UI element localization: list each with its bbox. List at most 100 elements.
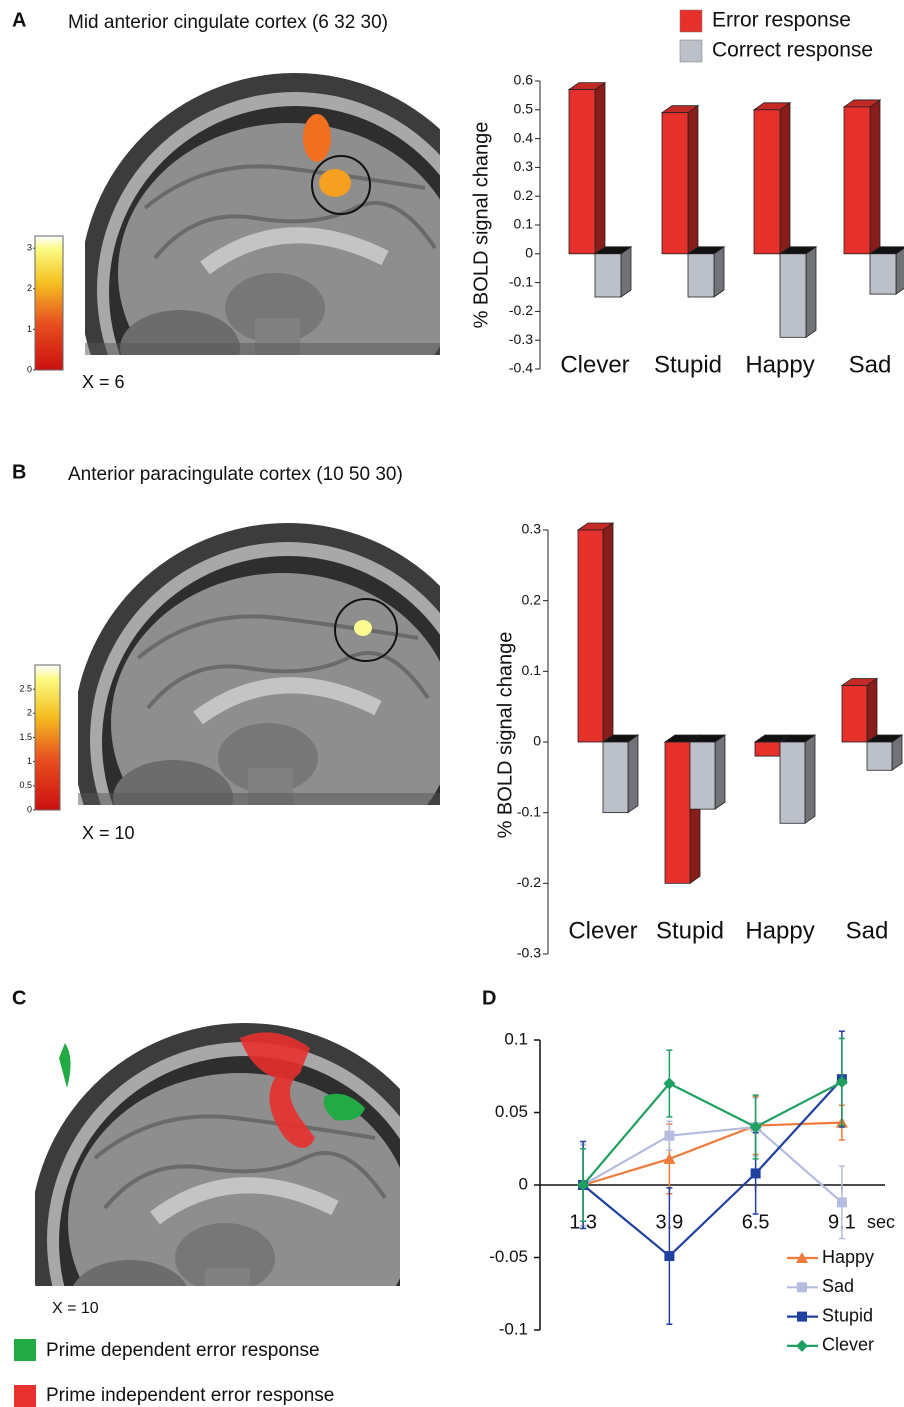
bar-side <box>805 735 815 823</box>
bar-side <box>621 247 631 297</box>
bar <box>754 110 780 254</box>
legend-label: Happy <box>822 1247 874 1267</box>
x-tick-label: Clever <box>560 351 629 378</box>
y-tick-label: 0.2 <box>514 187 534 203</box>
bar-side <box>896 247 904 294</box>
legend-swatch <box>14 1385 36 1407</box>
figure: A Mid anterior cingulate cortex (6 32 30… <box>0 0 904 1407</box>
bar <box>569 90 595 254</box>
colorbar-tick-label: 0 <box>27 364 32 374</box>
colorbar-tick-label: 1.5 <box>19 732 32 742</box>
bar <box>842 685 867 742</box>
colorbar-tick-label: 1 <box>27 756 32 766</box>
legend-swatch <box>680 10 702 32</box>
y-tick-label: 0.3 <box>514 158 534 174</box>
legend-label: Stupid <box>822 1305 873 1325</box>
activation <box>319 169 351 197</box>
slice-label: X = 10 <box>82 823 135 843</box>
colorbar-tick-label: 2 <box>27 283 32 293</box>
y-tick-label: 0 <box>533 733 541 749</box>
x-tick-label: Sad <box>849 351 892 378</box>
y-tick-label: 0.1 <box>514 216 534 232</box>
bar <box>755 742 780 756</box>
bar <box>870 254 896 294</box>
bar-side <box>806 247 816 338</box>
bar <box>780 742 805 823</box>
slice-label: X = 10 <box>52 1300 99 1317</box>
colorbar-tick-label: 2 <box>27 708 32 718</box>
bar <box>578 530 603 742</box>
y-tick-label: 0.4 <box>514 129 534 145</box>
y-axis-label: % BOLD signal change <box>494 632 516 839</box>
y-tick-label: 0.1 <box>504 1029 528 1048</box>
y-tick-label: -0.3 <box>517 945 541 961</box>
legend-label: Error response <box>712 9 851 32</box>
panel-letter: C <box>12 987 26 1009</box>
x-tick-label: Happy <box>745 917 814 944</box>
slice-label: X = 6 <box>82 372 125 392</box>
bar <box>603 742 628 813</box>
x-tick-label: Sad <box>846 917 889 944</box>
legend-swatch <box>14 1339 36 1361</box>
bar-side <box>628 735 638 813</box>
bar <box>688 254 714 297</box>
y-axis-label: % BOLD signal change <box>470 122 492 329</box>
bar-side <box>715 735 725 809</box>
panel-letter: D <box>482 987 496 1009</box>
brain-panel <box>80 73 510 503</box>
colorbar-tick-label: 0.5 <box>19 780 32 790</box>
bar-side <box>688 106 698 254</box>
y-tick-label: 0 <box>525 245 533 261</box>
bar-side <box>714 247 724 297</box>
brain-image <box>80 73 510 503</box>
y-tick-label: 0.6 <box>514 72 534 88</box>
colorbar <box>35 665 60 810</box>
panel-letter: B <box>12 461 26 483</box>
legend-swatch <box>680 40 702 62</box>
point <box>751 1168 761 1178</box>
panel-title: Mid anterior cingulate cortex (6 32 30) <box>68 12 388 33</box>
legend-marker <box>797 1312 807 1322</box>
activation <box>354 620 372 636</box>
y-tick-label: -0.05 <box>489 1247 528 1266</box>
colorbar-tick-label: 2.5 <box>19 684 32 694</box>
bar <box>867 742 892 770</box>
y-tick-label: -0.4 <box>509 360 533 376</box>
legend-marker <box>797 1282 807 1292</box>
legend-label: Prime independent error response <box>46 1385 334 1406</box>
bar <box>690 742 715 809</box>
bar <box>844 107 870 254</box>
point <box>837 1197 847 1207</box>
legend-label: Correct response <box>712 39 873 62</box>
colorbar-tick-label: 3 <box>27 243 32 253</box>
bar <box>665 742 690 883</box>
y-tick-label: -0.2 <box>517 874 541 890</box>
y-tick-label: 0 <box>519 1174 528 1193</box>
point <box>664 1251 674 1261</box>
x-axis-label: sec <box>867 1212 895 1232</box>
y-tick-label: 0.1 <box>522 662 542 678</box>
brain-image <box>73 523 503 953</box>
x-tick-label: Stupid <box>654 351 722 378</box>
page: {"panels": [ {"letter": "A", "title": "M… <box>0 0 904 1407</box>
colorbar-tick-label: 0 <box>27 804 32 814</box>
y-tick-label: -0.3 <box>509 331 533 347</box>
colorbar-tick-label: 1 <box>27 324 32 334</box>
y-tick-label: 0.5 <box>514 101 534 117</box>
legend-label: Clever <box>822 1335 874 1355</box>
brain-panel <box>73 523 503 953</box>
y-tick-label: 0.3 <box>522 521 542 537</box>
bar-side <box>603 523 613 742</box>
y-tick-label: -0.1 <box>517 803 541 819</box>
y-tick-label: -0.2 <box>509 302 533 318</box>
bar <box>780 254 806 338</box>
legend-marker <box>796 1340 808 1352</box>
colorbar <box>35 236 63 370</box>
y-tick-label: -0.1 <box>499 1319 528 1338</box>
x-tick-label: Clever <box>568 917 637 944</box>
bar <box>662 113 688 254</box>
y-tick-label: 0.2 <box>522 591 542 607</box>
activation <box>303 114 331 162</box>
bar <box>595 254 621 297</box>
activation <box>59 1043 71 1088</box>
